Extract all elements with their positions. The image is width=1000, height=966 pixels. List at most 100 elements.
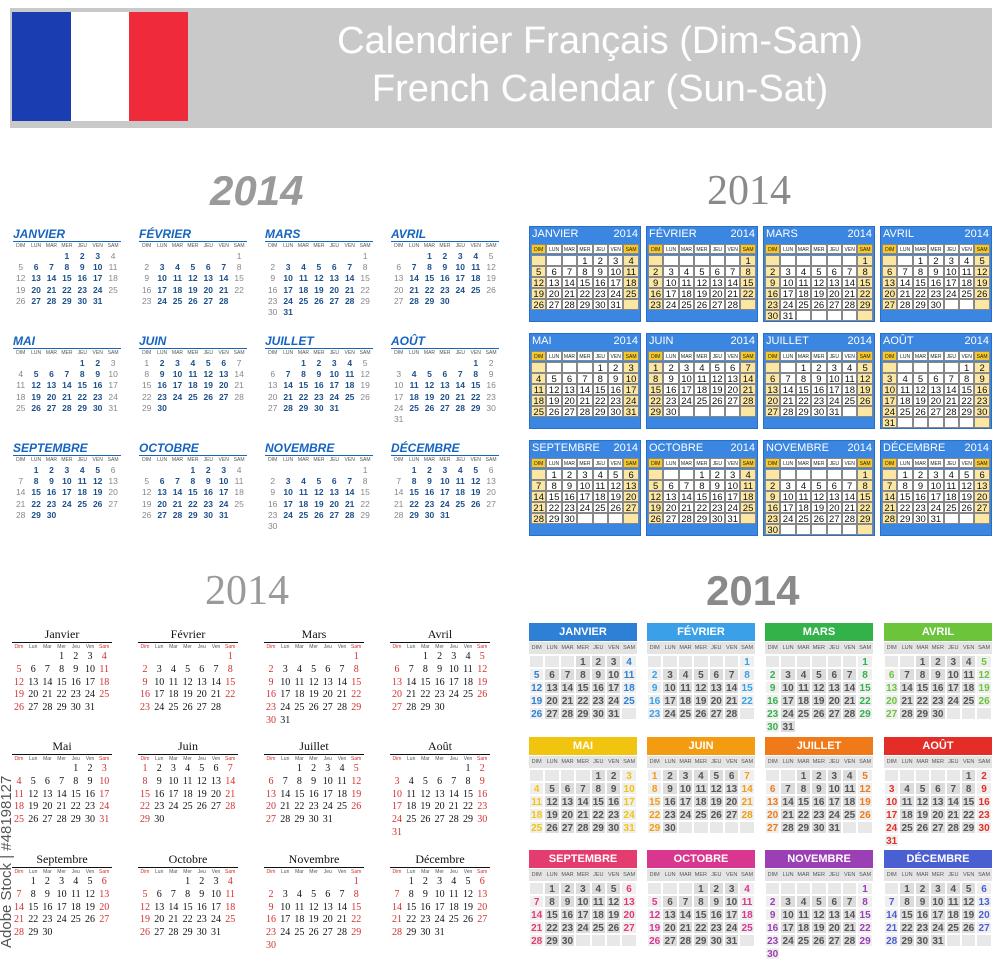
month-name: Octobre bbox=[168, 852, 208, 866]
weekday-header: MAR bbox=[795, 458, 812, 468]
day-cell: 28 bbox=[344, 509, 355, 520]
day-cell: 15 bbox=[694, 491, 710, 503]
day-cell: 14 bbox=[234, 369, 244, 380]
weekday-header: JEU bbox=[708, 642, 724, 654]
day-cell: 21 bbox=[740, 384, 756, 396]
day-cell: 8 bbox=[857, 480, 873, 492]
day-cell: 26 bbox=[606, 921, 622, 934]
day-cell: 21 bbox=[897, 288, 913, 300]
weekday-header: JEU bbox=[203, 350, 214, 356]
day-cell: 24 bbox=[154, 702, 165, 714]
day-cell bbox=[899, 655, 915, 668]
day-cell: 18 bbox=[842, 795, 858, 808]
day-cell: 23 bbox=[141, 295, 152, 306]
day-cell: 2 bbox=[316, 358, 322, 368]
month-underline bbox=[390, 867, 490, 868]
day-cell bbox=[976, 707, 992, 720]
day-cell: 23 bbox=[811, 395, 827, 407]
day-cell: 23 bbox=[46, 498, 57, 509]
day-cell: 24 bbox=[780, 934, 796, 947]
day-cell: 7 bbox=[882, 480, 898, 492]
day-cell: 25 bbox=[337, 801, 347, 813]
day-cell: 15 bbox=[590, 795, 606, 808]
day-cell: 6 bbox=[621, 882, 637, 895]
weekday-header: MAR bbox=[795, 642, 812, 654]
day-cell: 19 bbox=[606, 908, 622, 921]
day-cell: 29 bbox=[141, 402, 152, 413]
day-cell: 2 bbox=[73, 651, 79, 662]
day-cell: 11 bbox=[961, 668, 977, 681]
day-cell: 16 bbox=[267, 284, 278, 295]
weekday-header: LUN bbox=[897, 244, 913, 254]
weekday-header: LUN bbox=[899, 756, 915, 768]
month-name: AOÛT bbox=[883, 335, 914, 347]
weekday-header: DIM bbox=[531, 244, 547, 254]
month-style4-5: MAI DIM LUN MAR MER JEU VEN SAM 1 2 3 4 5 6 7 8 9 10 11 12 1… bbox=[529, 737, 637, 845]
day-cell: 20 bbox=[434, 801, 445, 813]
day-cell: 18 bbox=[172, 284, 183, 295]
year-label-q2: 2014 bbox=[707, 168, 791, 214]
day-cell: 18 bbox=[455, 487, 466, 498]
day-cell: 10 bbox=[621, 782, 637, 795]
day-cell: 28 bbox=[529, 934, 545, 947]
day-cell: 10 bbox=[56, 888, 67, 900]
day-cell: 24 bbox=[678, 395, 695, 407]
day-cell: 25 bbox=[592, 502, 608, 514]
weekday-header: DIM bbox=[765, 869, 781, 881]
day-cell: 11 bbox=[897, 384, 913, 396]
day-cell: 3 bbox=[331, 358, 337, 368]
day-cell: 9 bbox=[765, 491, 781, 503]
day-cell: 16 bbox=[92, 380, 103, 391]
day-cell: 23 bbox=[85, 801, 95, 813]
day-cell bbox=[739, 707, 755, 720]
day-cell: 9 bbox=[561, 480, 578, 492]
day-cell bbox=[857, 406, 873, 417]
day-cell: 27 bbox=[322, 927, 333, 939]
month-underline bbox=[391, 348, 499, 349]
day-cell bbox=[857, 310, 873, 321]
day-cell: 2 bbox=[709, 469, 725, 481]
day-cell: 15 bbox=[899, 908, 915, 921]
day-cell: 31 bbox=[725, 513, 741, 525]
day-cell: 13 bbox=[203, 273, 214, 284]
weekday-header: LUN bbox=[780, 642, 796, 654]
day-cell: 23 bbox=[648, 299, 664, 311]
day-cell: 11 bbox=[590, 895, 606, 908]
weekday-header: MAR bbox=[677, 642, 694, 654]
weekday-header: SAM bbox=[621, 869, 637, 881]
day-cell: 7 bbox=[451, 775, 457, 787]
day-cell: 29 bbox=[914, 707, 931, 720]
day-cell: 15 bbox=[234, 273, 244, 284]
day-cell: 17 bbox=[211, 901, 221, 913]
day-cell: 21 bbox=[531, 502, 547, 514]
weekday-header: LUN bbox=[662, 642, 678, 654]
day-cell: 22 bbox=[351, 914, 362, 926]
weekday-header: LUN bbox=[157, 350, 168, 356]
month-name: NOVEMBRE bbox=[766, 442, 829, 454]
day-cell: 22 bbox=[409, 498, 419, 509]
day-cell: 3 bbox=[156, 663, 162, 675]
day-cell: 3 bbox=[662, 668, 678, 681]
weekday-header: Mer bbox=[309, 644, 318, 650]
weekday-header: DIM bbox=[142, 457, 152, 463]
weekday-header: Jeu bbox=[197, 869, 206, 875]
day-cell: 6 bbox=[708, 668, 724, 681]
day-cell: 8 bbox=[546, 480, 562, 492]
day-cell: 2 bbox=[44, 876, 50, 887]
day-cell: 9 bbox=[73, 663, 79, 675]
day-cell: 14 bbox=[559, 681, 576, 694]
day-cell: 31 bbox=[930, 934, 946, 947]
day-cell: 1 bbox=[544, 882, 560, 895]
day-cell: 4 bbox=[943, 469, 959, 481]
day-cell: 20 bbox=[322, 914, 333, 926]
day-cell: 18 bbox=[344, 380, 355, 391]
day-cell: 29 bbox=[140, 814, 150, 826]
day-cell: 22 bbox=[360, 284, 370, 295]
month-name: NOVEMBRE bbox=[265, 441, 335, 455]
day-cell: 30 bbox=[85, 814, 95, 826]
day-cell: 22 bbox=[463, 801, 473, 813]
day-cell: 23 bbox=[308, 801, 319, 813]
weekday-header: MER bbox=[439, 243, 451, 249]
day-cell: 12 bbox=[811, 277, 827, 289]
day-cell: 12 bbox=[314, 487, 324, 498]
